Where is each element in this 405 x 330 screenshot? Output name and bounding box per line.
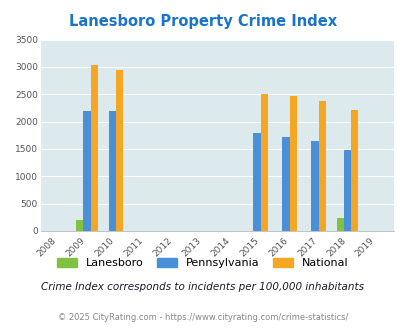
Bar (76, 220, 83, 231)
Bar (343, 149, 350, 231)
Text: Lanesboro Property Crime Index: Lanesboro Property Crime Index (69, 14, 336, 29)
Legend: Lanesboro, Pennsylvania, National: Lanesboro, Pennsylvania, National (53, 253, 352, 273)
Bar (350, 110, 358, 231)
Bar (311, 141, 318, 231)
Bar (90, 65, 98, 231)
Bar (260, 94, 267, 231)
Bar (253, 133, 260, 231)
Bar (281, 137, 289, 231)
Bar (83, 111, 90, 231)
Bar (115, 70, 123, 231)
Text: Crime Index corresponds to incidents per 100,000 inhabitants: Crime Index corresponds to incidents per… (41, 282, 364, 292)
Text: © 2025 CityRating.com - https://www.cityrating.com/crime-statistics/: © 2025 CityRating.com - https://www.city… (58, 313, 347, 322)
Bar (289, 96, 296, 231)
Bar (318, 101, 325, 231)
Bar (109, 111, 115, 231)
Bar (336, 218, 343, 231)
